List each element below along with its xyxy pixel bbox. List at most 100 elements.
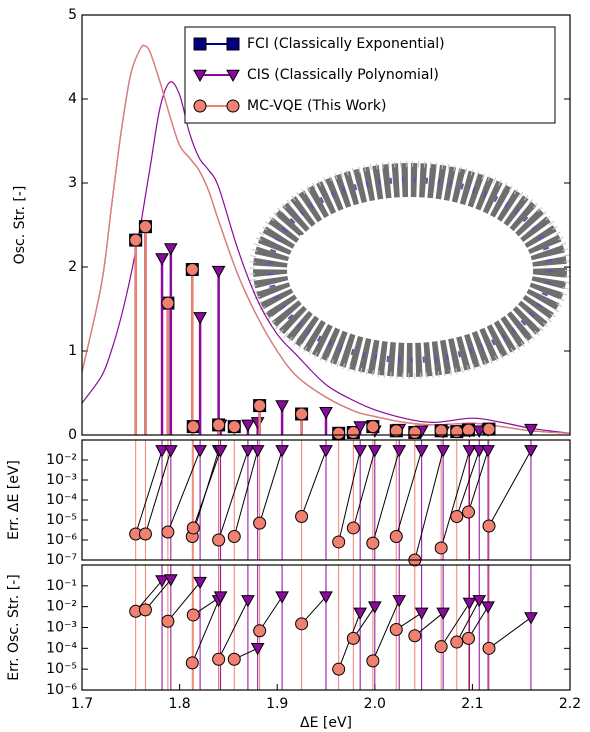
y-tick-label: 10⁻²	[46, 599, 77, 615]
pair-link	[219, 600, 248, 659]
legend-label: FCI (Classically Exponential)	[247, 36, 445, 52]
circle-marker	[333, 663, 345, 675]
triangle-marker	[320, 446, 332, 457]
triangle-marker	[437, 446, 449, 457]
circle-marker	[213, 534, 225, 546]
triangle-marker	[276, 446, 288, 457]
x-tick-label: 1.7	[71, 696, 93, 712]
y-tick-label: 3	[68, 175, 77, 191]
pair-link	[353, 450, 374, 528]
triangle-marker	[165, 244, 177, 255]
page: 0 1 2 3 4 5 Osc. Str. [-] FCI (Classically Expo…	[0, 0, 590, 732]
circle-marker	[296, 510, 308, 522]
y-tick-label: 4	[68, 91, 77, 107]
x-tick-label: 2.2	[559, 696, 581, 712]
legend-marker	[194, 100, 206, 112]
y-tick-label: 10⁻³	[46, 620, 77, 636]
circle-marker	[187, 421, 199, 433]
circle-marker	[451, 636, 463, 648]
pair-link	[168, 450, 200, 532]
y-tick-label: 2	[68, 259, 77, 275]
triangle-marker	[242, 420, 254, 431]
x-tick-label: 1.8	[168, 696, 190, 712]
circle-marker	[347, 632, 359, 644]
circle-marker	[390, 624, 402, 636]
circle-marker	[435, 641, 447, 653]
circle-marker	[139, 604, 151, 616]
y-tick-label: 0	[68, 427, 77, 443]
x-axis-label: ΔE [eV]	[300, 715, 352, 731]
molecule-illustration	[252, 164, 568, 376]
triangle-marker	[482, 602, 494, 613]
triangle-marker	[393, 446, 405, 457]
circle-marker	[213, 419, 225, 431]
circle-marker	[367, 421, 379, 433]
triangle-marker	[525, 446, 537, 457]
triangle-marker	[252, 418, 264, 429]
triangle-marker	[242, 596, 254, 607]
circle-marker	[483, 642, 495, 654]
pair-link	[468, 450, 488, 512]
legend-marker	[227, 100, 239, 112]
circle-marker	[451, 510, 463, 522]
legend-marker	[227, 38, 239, 50]
triangle-marker	[393, 596, 405, 607]
triangle-marker	[252, 644, 264, 655]
triangle-marker	[463, 598, 475, 609]
triangle-marker	[416, 446, 428, 457]
triangle-marker	[213, 266, 225, 277]
circle-marker	[462, 632, 474, 644]
figure: 0 1 2 3 4 5 Osc. Str. [-] FCI (Classically Expo…	[0, 0, 590, 732]
y-tick-label: 10⁻⁵	[46, 661, 77, 677]
pair-link	[219, 450, 248, 540]
circle-marker	[367, 537, 379, 549]
pair-link	[396, 450, 421, 536]
x-tick-label: 2.1	[461, 696, 483, 712]
legend-label: CIS (Classically Polynomial)	[247, 67, 439, 83]
y-axis-label: Err. ΔE [eV]	[6, 460, 22, 540]
triangle-marker	[252, 446, 264, 457]
circle-marker	[187, 609, 199, 621]
circle-marker	[228, 421, 240, 433]
circle-marker	[139, 528, 151, 540]
circle-marker	[462, 506, 474, 518]
y-tick-label: 10⁻⁵	[46, 512, 77, 528]
pair-link	[441, 450, 469, 548]
circle-marker	[139, 221, 151, 233]
triangle-marker	[156, 254, 168, 265]
legend-label: MC-VQE (This Work)	[247, 98, 386, 114]
triangle-marker	[276, 592, 288, 603]
circle-marker	[254, 517, 266, 529]
circle-marker	[367, 655, 379, 667]
triangle-marker	[320, 408, 332, 419]
y-axis-label: Osc. Str. [-]	[12, 186, 28, 265]
circle-marker	[130, 234, 142, 246]
pair-link	[489, 618, 531, 649]
circle-marker	[333, 427, 345, 439]
pair-link	[489, 450, 531, 526]
y-tick-label: 1	[68, 343, 77, 359]
circle-marker	[390, 530, 402, 542]
circle-marker	[296, 408, 308, 420]
circle-marker	[483, 520, 495, 532]
y-tick-label: 10⁻¹	[46, 578, 77, 594]
y-tick-label: 10⁻⁷	[46, 552, 77, 568]
circle-marker	[435, 542, 447, 554]
circle-marker	[483, 423, 495, 435]
pair-link	[302, 450, 326, 516]
circle-marker	[187, 522, 199, 534]
y-axis-label: Err. Osc. Str. [-]	[6, 574, 22, 680]
x-tick-label: 1.9	[266, 696, 288, 712]
triangle-marker	[525, 613, 537, 624]
circle-marker	[409, 630, 421, 642]
circle-marker	[228, 653, 240, 665]
triangle-marker	[354, 446, 366, 457]
circle-marker	[213, 653, 225, 665]
y-tick-label: 5	[68, 7, 77, 23]
triangle-marker	[369, 446, 381, 457]
triangle-marker	[354, 608, 366, 619]
pair-link	[260, 450, 282, 523]
y-tick-label: 10⁻⁶	[46, 532, 77, 548]
circle-marker	[254, 400, 266, 412]
circle-marker	[186, 657, 198, 669]
